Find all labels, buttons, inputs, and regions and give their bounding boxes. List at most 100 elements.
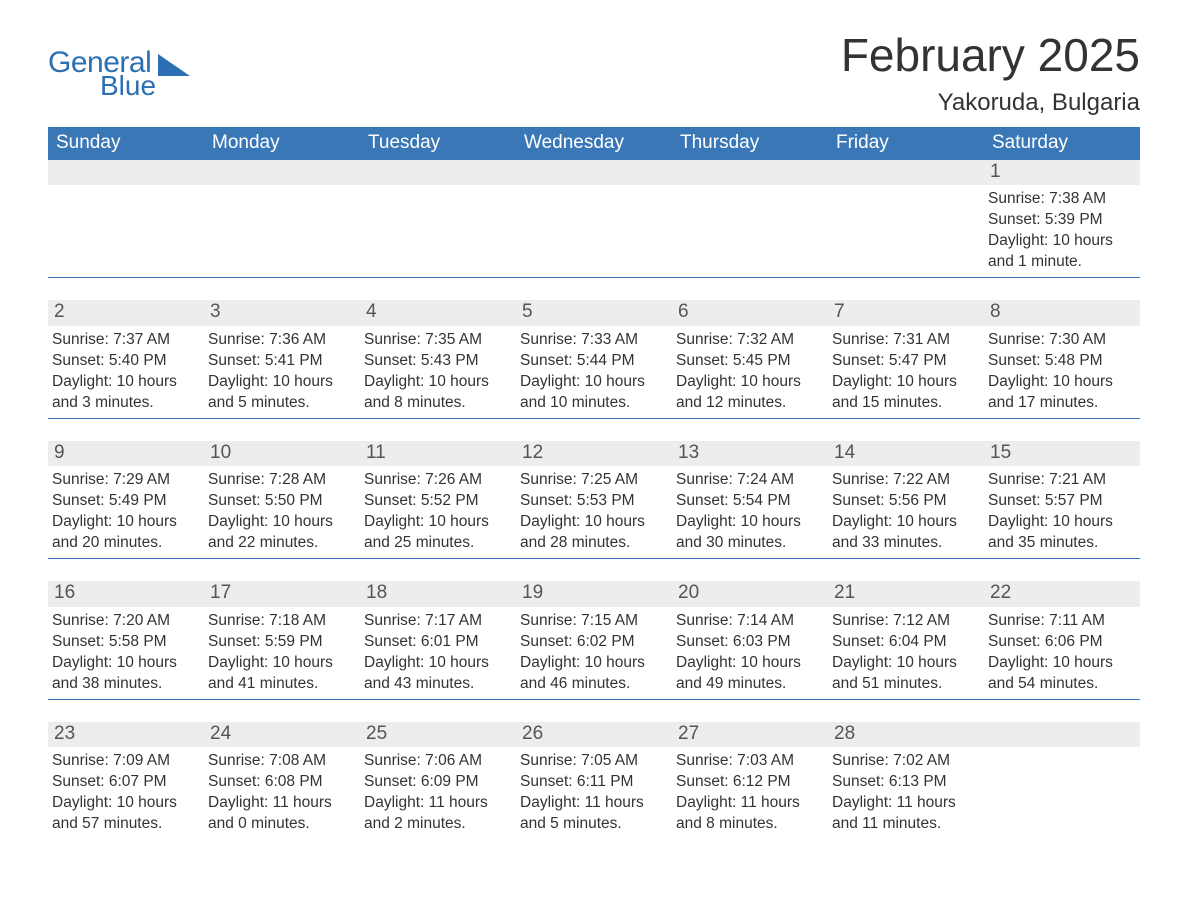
header-row: General Blue February 2025 Yakoruda, Bul… xyxy=(48,30,1140,117)
sunset-line: Sunset: 5:50 PM xyxy=(208,491,354,512)
daylight-line: Daylight: 10 hours and 10 minutes. xyxy=(520,372,666,414)
week-row: 1Sunrise: 7:38 AMSunset: 5:39 PMDaylight… xyxy=(48,160,1140,278)
daylight-line: Daylight: 10 hours and 30 minutes. xyxy=(676,512,822,554)
sunset-line: Sunset: 6:11 PM xyxy=(520,772,666,793)
day-number xyxy=(516,160,672,185)
sunset-line: Sunset: 5:52 PM xyxy=(364,491,510,512)
day-body: Sunrise: 7:18 AMSunset: 5:59 PMDaylight:… xyxy=(204,607,360,695)
day-number xyxy=(360,160,516,185)
month-title: February 2025 xyxy=(841,30,1140,81)
day-body: Sunrise: 7:28 AMSunset: 5:50 PMDaylight:… xyxy=(204,466,360,554)
day-cell: 5Sunrise: 7:33 AMSunset: 5:44 PMDaylight… xyxy=(516,300,672,413)
day-body: Sunrise: 7:17 AMSunset: 6:01 PMDaylight:… xyxy=(360,607,516,695)
day-cell xyxy=(204,160,360,273)
daylight-line: Daylight: 10 hours and 57 minutes. xyxy=(52,793,198,835)
sunrise-line: Sunrise: 7:25 AM xyxy=(520,470,666,491)
daylight-line: Daylight: 10 hours and 22 minutes. xyxy=(208,512,354,554)
weekday-header-row: SundayMondayTuesdayWednesdayThursdayFrid… xyxy=(48,127,1140,160)
day-number: 8 xyxy=(984,300,1140,326)
sunrise-line: Sunrise: 7:22 AM xyxy=(832,470,978,491)
day-cell xyxy=(828,160,984,273)
daylight-line: Daylight: 10 hours and 46 minutes. xyxy=(520,653,666,695)
sunrise-line: Sunrise: 7:06 AM xyxy=(364,751,510,772)
weekday-cell: Saturday xyxy=(984,127,1140,160)
day-number: 5 xyxy=(516,300,672,326)
sunset-line: Sunset: 5:59 PM xyxy=(208,632,354,653)
day-number: 27 xyxy=(672,722,828,748)
calendar-page: General Blue February 2025 Yakoruda, Bul… xyxy=(0,0,1188,879)
daylight-line: Daylight: 10 hours and 25 minutes. xyxy=(364,512,510,554)
day-body: Sunrise: 7:02 AMSunset: 6:13 PMDaylight:… xyxy=(828,747,984,835)
sunset-line: Sunset: 6:09 PM xyxy=(364,772,510,793)
day-cell: 23Sunrise: 7:09 AMSunset: 6:07 PMDayligh… xyxy=(48,722,204,835)
sunrise-line: Sunrise: 7:36 AM xyxy=(208,330,354,351)
day-body: Sunrise: 7:37 AMSunset: 5:40 PMDaylight:… xyxy=(48,326,204,414)
day-body: Sunrise: 7:29 AMSunset: 5:49 PMDaylight:… xyxy=(48,466,204,554)
day-cell: 17Sunrise: 7:18 AMSunset: 5:59 PMDayligh… xyxy=(204,581,360,694)
daylight-line: Daylight: 11 hours and 2 minutes. xyxy=(364,793,510,835)
sunset-line: Sunset: 6:04 PM xyxy=(832,632,978,653)
day-cell: 22Sunrise: 7:11 AMSunset: 6:06 PMDayligh… xyxy=(984,581,1140,694)
day-cell: 18Sunrise: 7:17 AMSunset: 6:01 PMDayligh… xyxy=(360,581,516,694)
weekday-cell: Thursday xyxy=(672,127,828,160)
day-number: 19 xyxy=(516,581,672,607)
week-row: 23Sunrise: 7:09 AMSunset: 6:07 PMDayligh… xyxy=(48,722,1140,839)
daylight-line: Daylight: 11 hours and 8 minutes. xyxy=(676,793,822,835)
day-cell: 12Sunrise: 7:25 AMSunset: 5:53 PMDayligh… xyxy=(516,441,672,554)
sunrise-line: Sunrise: 7:21 AM xyxy=(988,470,1134,491)
daylight-line: Daylight: 10 hours and 3 minutes. xyxy=(52,372,198,414)
day-body: Sunrise: 7:03 AMSunset: 6:12 PMDaylight:… xyxy=(672,747,828,835)
daylight-line: Daylight: 10 hours and 54 minutes. xyxy=(988,653,1134,695)
daylight-line: Daylight: 10 hours and 12 minutes. xyxy=(676,372,822,414)
day-cell: 26Sunrise: 7:05 AMSunset: 6:11 PMDayligh… xyxy=(516,722,672,835)
sunrise-line: Sunrise: 7:12 AM xyxy=(832,611,978,632)
week-row: 9Sunrise: 7:29 AMSunset: 5:49 PMDaylight… xyxy=(48,441,1140,559)
day-number: 10 xyxy=(204,441,360,467)
sunset-line: Sunset: 6:12 PM xyxy=(676,772,822,793)
calendar: SundayMondayTuesdayWednesdayThursdayFrid… xyxy=(48,127,1140,839)
day-body: Sunrise: 7:25 AMSunset: 5:53 PMDaylight:… xyxy=(516,466,672,554)
sunrise-line: Sunrise: 7:38 AM xyxy=(988,189,1134,210)
sunset-line: Sunset: 6:06 PM xyxy=(988,632,1134,653)
sunrise-line: Sunrise: 7:26 AM xyxy=(364,470,510,491)
day-cell: 16Sunrise: 7:20 AMSunset: 5:58 PMDayligh… xyxy=(48,581,204,694)
sunrise-line: Sunrise: 7:09 AM xyxy=(52,751,198,772)
day-body: Sunrise: 7:31 AMSunset: 5:47 PMDaylight:… xyxy=(828,326,984,414)
day-number: 20 xyxy=(672,581,828,607)
day-cell: 19Sunrise: 7:15 AMSunset: 6:02 PMDayligh… xyxy=(516,581,672,694)
day-number: 24 xyxy=(204,722,360,748)
day-number: 11 xyxy=(360,441,516,467)
day-number: 17 xyxy=(204,581,360,607)
day-cell xyxy=(672,160,828,273)
day-body xyxy=(828,185,984,189)
day-number: 25 xyxy=(360,722,516,748)
day-body: Sunrise: 7:15 AMSunset: 6:02 PMDaylight:… xyxy=(516,607,672,695)
day-body: Sunrise: 7:35 AMSunset: 5:43 PMDaylight:… xyxy=(360,326,516,414)
day-cell xyxy=(984,722,1140,835)
day-cell: 14Sunrise: 7:22 AMSunset: 5:56 PMDayligh… xyxy=(828,441,984,554)
daylight-line: Daylight: 10 hours and 51 minutes. xyxy=(832,653,978,695)
day-body: Sunrise: 7:21 AMSunset: 5:57 PMDaylight:… xyxy=(984,466,1140,554)
weeks-container: 1Sunrise: 7:38 AMSunset: 5:39 PMDaylight… xyxy=(48,160,1140,839)
day-cell: 27Sunrise: 7:03 AMSunset: 6:12 PMDayligh… xyxy=(672,722,828,835)
day-number xyxy=(48,160,204,185)
day-cell: 7Sunrise: 7:31 AMSunset: 5:47 PMDaylight… xyxy=(828,300,984,413)
sunset-line: Sunset: 6:07 PM xyxy=(52,772,198,793)
weekday-cell: Wednesday xyxy=(516,127,672,160)
day-number: 26 xyxy=(516,722,672,748)
sunrise-line: Sunrise: 7:03 AM xyxy=(676,751,822,772)
brand-logo: General Blue xyxy=(48,30,190,100)
day-number: 18 xyxy=(360,581,516,607)
day-body: Sunrise: 7:14 AMSunset: 6:03 PMDaylight:… xyxy=(672,607,828,695)
sunset-line: Sunset: 5:58 PM xyxy=(52,632,198,653)
day-body: Sunrise: 7:05 AMSunset: 6:11 PMDaylight:… xyxy=(516,747,672,835)
sunset-line: Sunset: 6:13 PM xyxy=(832,772,978,793)
sunrise-line: Sunrise: 7:24 AM xyxy=(676,470,822,491)
sunset-line: Sunset: 5:41 PM xyxy=(208,351,354,372)
sunrise-line: Sunrise: 7:08 AM xyxy=(208,751,354,772)
day-cell xyxy=(516,160,672,273)
day-cell: 20Sunrise: 7:14 AMSunset: 6:03 PMDayligh… xyxy=(672,581,828,694)
day-cell: 21Sunrise: 7:12 AMSunset: 6:04 PMDayligh… xyxy=(828,581,984,694)
daylight-line: Daylight: 10 hours and 43 minutes. xyxy=(364,653,510,695)
day-number xyxy=(672,160,828,185)
